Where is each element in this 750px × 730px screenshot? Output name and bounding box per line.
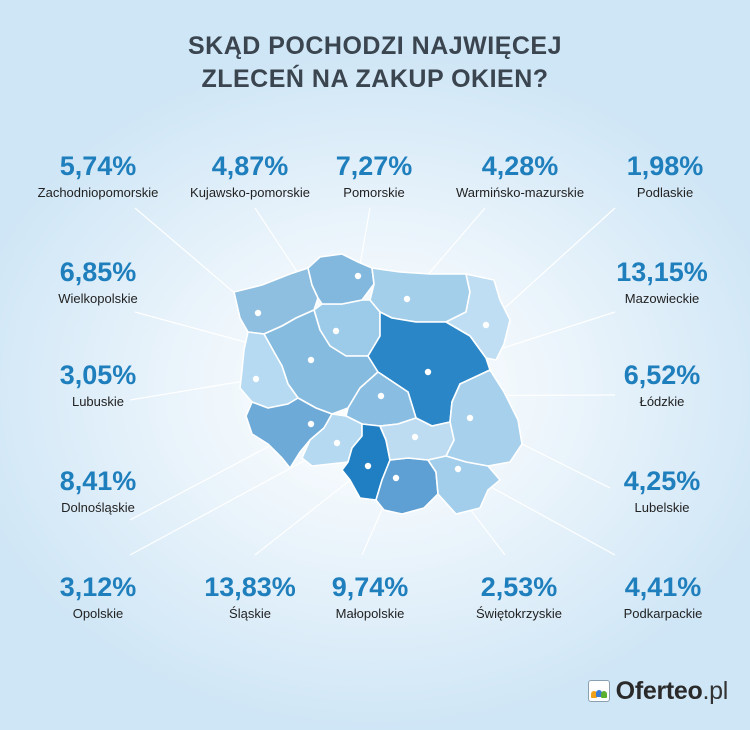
stat-percent: 4,41% — [624, 572, 702, 602]
stat-percent: 13,15% — [616, 257, 708, 287]
stat-warminsko-mazurskie: 4,28% Warmińsko-mazurskie — [435, 151, 605, 201]
stat-percent: 4,87% — [211, 151, 289, 181]
leader-dot-pomorskie — [354, 272, 362, 280]
stat-percent: 6,85% — [59, 257, 137, 287]
stat-region-name: Opolskie — [72, 606, 124, 621]
voivodeship-shapes — [233, 253, 523, 515]
stat-percent: 6,52% — [623, 360, 701, 390]
region-podlaskie — [445, 273, 511, 361]
stat-lubuskie: 3,05% Lubuskie — [13, 360, 183, 410]
title-line-1: SKĄD POCHODZI NAJWIĘCEJ — [187, 32, 563, 60]
leader-dot-mazowieckie — [424, 368, 432, 376]
stat-region-name: Lubelskie — [634, 500, 690, 515]
leader-dot-warminsko — [403, 295, 411, 303]
leader-line-slaskie — [254, 465, 369, 556]
stat-region-name: Łódzkie — [639, 394, 685, 409]
stat-percent: 13,83% — [204, 572, 296, 602]
stat-region-name: Warmińsko-mazurskie — [455, 185, 585, 200]
stat-mazowieckie: 13,15% Mazowieckie — [577, 257, 747, 307]
brand-tld: .pl — [702, 676, 728, 705]
leader-line-opolskie — [129, 442, 338, 556]
stat-percent: 4,28% — [481, 151, 559, 181]
page-title: SKĄD POCHODZI NAJWIĘCEJ ZLECEŃ NA ZAKUP … — [0, 30, 750, 96]
stat-wielkopolskie: 6,85% Wielkopolskie — [13, 257, 183, 307]
stat-percent: 1,98% — [626, 151, 704, 181]
leader-dots — [252, 272, 490, 482]
stat-percent: 2,53% — [480, 572, 558, 602]
stat-malopolskie: 9,74% Małopolskie — [285, 572, 455, 622]
stat-podkarpackie: 4,41% Podkarpackie — [578, 572, 748, 622]
leader-dot-wielkopolskie — [307, 356, 315, 364]
stat-slaskie: 13,83% Śląskie — [165, 572, 335, 622]
stat-region-name: Podlaskie — [636, 185, 694, 200]
leader-dot-podkarpackie — [454, 465, 462, 473]
stat-percent: 5,74% — [59, 151, 137, 181]
stat-opolskie: 3,12% Opolskie — [13, 572, 183, 622]
leader-dot-swietokrzyskie — [411, 433, 419, 441]
leader-dot-lodzkie — [377, 392, 385, 400]
stat-pomorskie: 7,27% Pomorskie — [289, 151, 459, 201]
leader-dot-dolnoslaskie — [307, 420, 315, 428]
region-podkarpackie — [427, 455, 501, 515]
leader-line-lubuskie — [129, 378, 257, 401]
stat-region-name: Wielkopolskie — [58, 291, 138, 306]
leader-dot-slaskie — [364, 462, 372, 470]
brand-name: Oferteo — [615, 676, 703, 705]
region-opolskie — [301, 413, 363, 467]
stat-region-name: Dolnośląskie — [61, 500, 135, 515]
oferteo-logo-icon — [587, 680, 610, 702]
leader-dot-podlaskie — [482, 321, 490, 329]
stat-kujawsko-pomorskie: 4,87% Kujawsko-pomorskie — [165, 151, 335, 201]
stat-region-name: Lubuskie — [71, 394, 125, 409]
stat-podlaskie: 1,98% Podlaskie — [580, 151, 750, 201]
stat-zachodniopomorskie: 5,74% Zachodniopomorskie — [13, 151, 183, 201]
leader-dot-zachodniopomorskie — [254, 309, 262, 317]
stat-region-name: Zachodniopomorskie — [37, 185, 159, 200]
stat-percent: 4,25% — [623, 466, 701, 496]
brand-wordmark: Oferteo.pl — [615, 676, 729, 706]
leader-dot-malopolskie — [392, 474, 400, 482]
stat-lodzkie: 6,52% Łódzkie — [577, 360, 747, 410]
stat-percent: 7,27% — [335, 151, 413, 181]
leader-dot-lubuskie — [252, 375, 260, 383]
stat-lubelskie: 4,25% Lubelskie — [577, 466, 747, 516]
region-pomorskie — [307, 253, 375, 305]
stat-swietokrzyskie: 2,53% Świętokrzyskie — [434, 572, 604, 622]
stat-percent: 8,41% — [59, 466, 137, 496]
stat-percent: 3,12% — [59, 572, 137, 602]
leader-dot-opolskie — [333, 439, 341, 447]
stat-region-name: Kujawsko-pomorskie — [190, 185, 310, 200]
leader-line-podlaskie — [485, 207, 616, 326]
leader-dot-lubelskie — [466, 414, 474, 422]
title-line-2: ZLECEŃ NA ZAKUP OKIEN? — [201, 65, 549, 93]
stat-region-name: Pomorskie — [343, 185, 405, 200]
leader-dot-kujawsko — [332, 327, 340, 335]
stat-dolnoslaskie: 8,41% Dolnośląskie — [13, 466, 183, 516]
stat-percent: 9,74% — [331, 572, 409, 602]
stat-region-name: Mazowieckie — [624, 291, 700, 306]
stat-region-name: Podkarpackie — [623, 606, 703, 621]
stat-region-name: Świętokrzyskie — [476, 606, 562, 621]
brand-logo[interactable]: Oferteo.pl — [587, 676, 729, 706]
stat-region-name: Śląskie — [229, 606, 271, 621]
stat-percent: 3,05% — [59, 360, 137, 390]
stat-region-name: Małopolskie — [335, 606, 405, 621]
